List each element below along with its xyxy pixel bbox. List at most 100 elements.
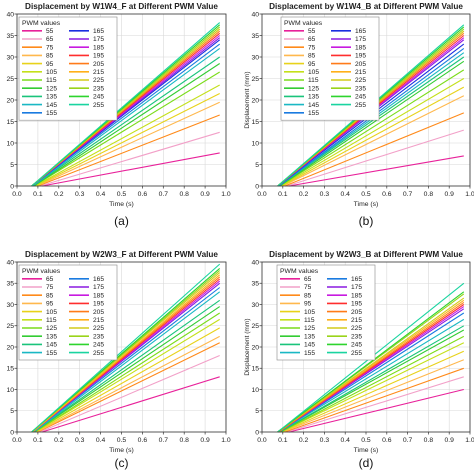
legend-label-105: 105	[46, 69, 57, 76]
x-axis-label: Time (s)	[109, 447, 134, 454]
legend-label-145: 145	[308, 102, 319, 109]
legend-label-55: 55	[308, 28, 316, 35]
legend-label-185: 185	[93, 44, 104, 51]
x-tick-label: 0.8	[179, 191, 189, 198]
legend-label-215: 215	[93, 317, 104, 324]
legend-label-185: 185	[355, 44, 366, 51]
legend-label-235: 235	[351, 333, 362, 340]
series-line-125	[34, 312, 220, 433]
legend-label-245: 245	[355, 94, 366, 101]
series-line-155	[31, 43, 221, 187]
series-line-145	[33, 299, 221, 433]
legend-label-185: 185	[93, 292, 104, 299]
legend-label-95: 95	[308, 61, 316, 68]
series-line-75	[39, 354, 220, 433]
legend-label-225: 225	[93, 77, 104, 84]
legend-label-195: 195	[93, 301, 104, 308]
y-tick-label: 5	[255, 408, 259, 415]
x-tick-label: 0.6	[382, 437, 392, 444]
legend-label-55: 55	[46, 28, 54, 35]
y-tick-label: 15	[251, 366, 259, 373]
legend-label-255: 255	[351, 350, 362, 357]
series-line-155	[33, 291, 221, 433]
x-tick-label: 0.5	[361, 191, 371, 198]
y-tick-label: 30	[251, 302, 259, 309]
series-line-85	[36, 101, 220, 187]
x-tick-label: 0.1	[33, 191, 43, 198]
legend-label-85: 85	[46, 292, 54, 299]
legend-label-235: 235	[93, 85, 104, 92]
legend-label-175: 175	[93, 284, 104, 291]
y-tick-label: 35	[251, 33, 259, 40]
x-tick-label: 0.2	[299, 437, 309, 444]
y-tick-label: 25	[251, 323, 259, 330]
legend-label-115: 115	[308, 77, 319, 84]
legend-label-65: 65	[304, 276, 312, 283]
series-line-105	[35, 327, 220, 433]
x-tick-label: 0.2	[299, 191, 309, 198]
series-line-125	[279, 60, 465, 187]
legend-label-155: 155	[46, 350, 57, 357]
x-tick-label: 0.5	[117, 437, 127, 444]
x-tick-label: 0.3	[75, 191, 85, 198]
x-tick-label: 0.6	[138, 437, 148, 444]
legend-label-95: 95	[46, 61, 54, 68]
series-line-145	[279, 325, 465, 433]
series-line-85	[284, 367, 464, 433]
series-line-125	[33, 63, 221, 187]
legend-label-235: 235	[93, 333, 104, 340]
panel-label: (b)	[359, 214, 374, 228]
y-tick-label: 5	[255, 162, 259, 169]
x-tick-label: 0.2	[54, 191, 64, 198]
legend-label-65: 65	[46, 36, 54, 43]
y-tick-label: 30	[6, 54, 14, 61]
y-tick-label: 20	[251, 97, 259, 104]
legend-label-65: 65	[46, 276, 54, 283]
y-axis-label: Displacement (mm)	[244, 71, 251, 128]
legend-title: PWM values	[22, 20, 61, 27]
y-tick-label: 10	[6, 387, 14, 394]
series-line-85	[37, 342, 220, 433]
series-line-65	[286, 129, 464, 187]
series-line-95	[281, 86, 465, 187]
chart-panel-d: Displacement by W2W3_B at Different PWM …	[244, 250, 474, 470]
x-tick-label: 0.1	[278, 191, 288, 198]
series-line-125	[280, 335, 465, 433]
legend-label-105: 105	[308, 69, 319, 76]
x-tick-label: 0.9	[444, 437, 454, 444]
y-tick-label: 0	[10, 429, 14, 436]
chart-panel-a: Displacement by W1W4_F at Different PWM …	[6, 2, 231, 228]
series-line-115	[34, 318, 220, 433]
x-axis-label: Time (s)	[354, 447, 379, 454]
legend-label-175: 175	[351, 284, 362, 291]
x-tick-label: 0.6	[382, 191, 392, 198]
legend-label-95: 95	[46, 301, 54, 308]
y-tick-label: 20	[6, 97, 14, 104]
legend-title: PWM values	[284, 20, 323, 27]
chart-title: Displacement by W1W4_B at Different PWM …	[269, 2, 463, 11]
x-tick-label: 0.0	[257, 437, 267, 444]
x-tick-label: 0.4	[96, 437, 106, 444]
y-tick-label: 30	[6, 302, 14, 309]
legend-label-185: 185	[351, 292, 362, 299]
y-tick-label: 15	[6, 119, 14, 126]
legend-label-205: 205	[93, 61, 104, 68]
series-line-95	[35, 93, 220, 187]
legend-label-195: 195	[351, 301, 362, 308]
legend-label-215: 215	[351, 317, 362, 324]
legend-label-255: 255	[93, 102, 104, 109]
legend-label-135: 135	[304, 333, 315, 340]
legend-label-95: 95	[304, 301, 312, 308]
legend-label-225: 225	[93, 325, 104, 332]
x-tick-label: 0.9	[200, 437, 210, 444]
x-tick-label: 1.0	[221, 437, 231, 444]
series-line-115	[33, 71, 220, 187]
x-tick-label: 0.1	[278, 437, 288, 444]
legend-box	[18, 16, 118, 121]
x-tick-label: 0.7	[403, 437, 413, 444]
series-line-135	[33, 306, 221, 433]
y-tick-label: 25	[6, 323, 14, 330]
legend-label-105: 105	[46, 309, 57, 316]
chart-panel-b: Displacement by W1W4_B at Different PWM …	[244, 2, 474, 228]
legend-label-205: 205	[93, 309, 104, 316]
